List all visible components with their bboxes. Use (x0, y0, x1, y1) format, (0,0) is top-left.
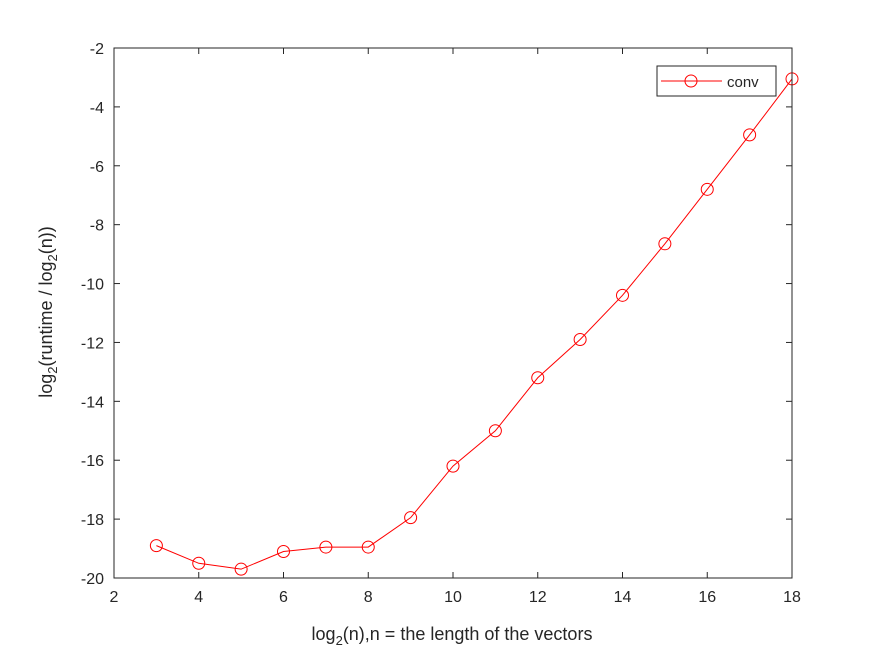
data-point-marker (192, 556, 206, 570)
x-tick-label: 8 (364, 589, 373, 606)
x-tick-label: 10 (444, 589, 462, 606)
x-tick-label: 16 (698, 589, 716, 606)
x-tick-label: 12 (529, 589, 547, 606)
y-axis-label-end: (n)) (36, 226, 56, 254)
data-point-marker (616, 288, 629, 302)
x-tick-label: 14 (614, 589, 632, 606)
plot-background (114, 48, 792, 578)
y-tick-label: -10 (81, 277, 104, 294)
data-point-marker (743, 128, 757, 142)
legend: conv (656, 65, 777, 97)
y-tick-label: -20 (81, 571, 104, 588)
data-point-marker (658, 237, 672, 251)
data-point-marker (149, 539, 163, 553)
y-axis-label-mid: (runtime / log (36, 261, 56, 366)
x-tick-label: 2 (110, 589, 119, 606)
legend-label-conv: conv (727, 74, 759, 91)
x-axis-label: log2(n),n = the length of the vectors (312, 624, 593, 648)
data-point-marker (573, 333, 587, 346)
data-point-marker (700, 182, 714, 196)
plot-area (114, 48, 792, 578)
legend-marker (684, 74, 698, 88)
data-point-marker (446, 459, 460, 473)
data-point-marker (404, 511, 418, 525)
y-axis-label-subscript-1: 2 (45, 367, 60, 374)
data-point-marker (361, 540, 375, 554)
data-point-marker (531, 371, 545, 385)
y-tick-label: -6 (90, 159, 104, 176)
y-axis-label-log: log (36, 374, 56, 398)
axes-box (113, 47, 793, 579)
y-tick-label: -14 (81, 394, 104, 411)
y-axis-label-subscript-2: 2 (45, 254, 60, 261)
series-layer (149, 72, 799, 576)
data-point-marker (234, 562, 248, 576)
x-tick-label: 4 (194, 589, 203, 606)
y-tick-label: -16 (81, 453, 104, 470)
x-axis-label-subscript: 2 (336, 633, 343, 648)
series-line-conv (156, 78, 793, 570)
axes-frame (113, 47, 793, 579)
y-tick-label: -2 (90, 41, 104, 58)
x-tick-label: 18 (783, 589, 801, 606)
y-tick-label: -18 (81, 512, 104, 529)
x-axis-label-log: log (312, 624, 336, 644)
y-axis-label: log2(runtime / log2(n)) (36, 226, 60, 398)
data-point-marker (319, 540, 333, 554)
x-tick-label: 6 (279, 589, 288, 606)
y-tick-label: -8 (90, 218, 104, 235)
data-point-marker (488, 424, 502, 438)
data-point-marker (277, 545, 290, 558)
y-axis-ticks: -20 -18 -16 -14 -12 -10 -8 -6 -4 -2 (81, 41, 792, 588)
x-axis-label-rest: (n),n = the length of the vectors (343, 624, 593, 644)
x-axis-ticks: 2 4 6 8 10 12 14 16 18 (110, 48, 801, 606)
y-tick-label: -4 (90, 100, 104, 117)
y-tick-label: -12 (81, 335, 104, 352)
